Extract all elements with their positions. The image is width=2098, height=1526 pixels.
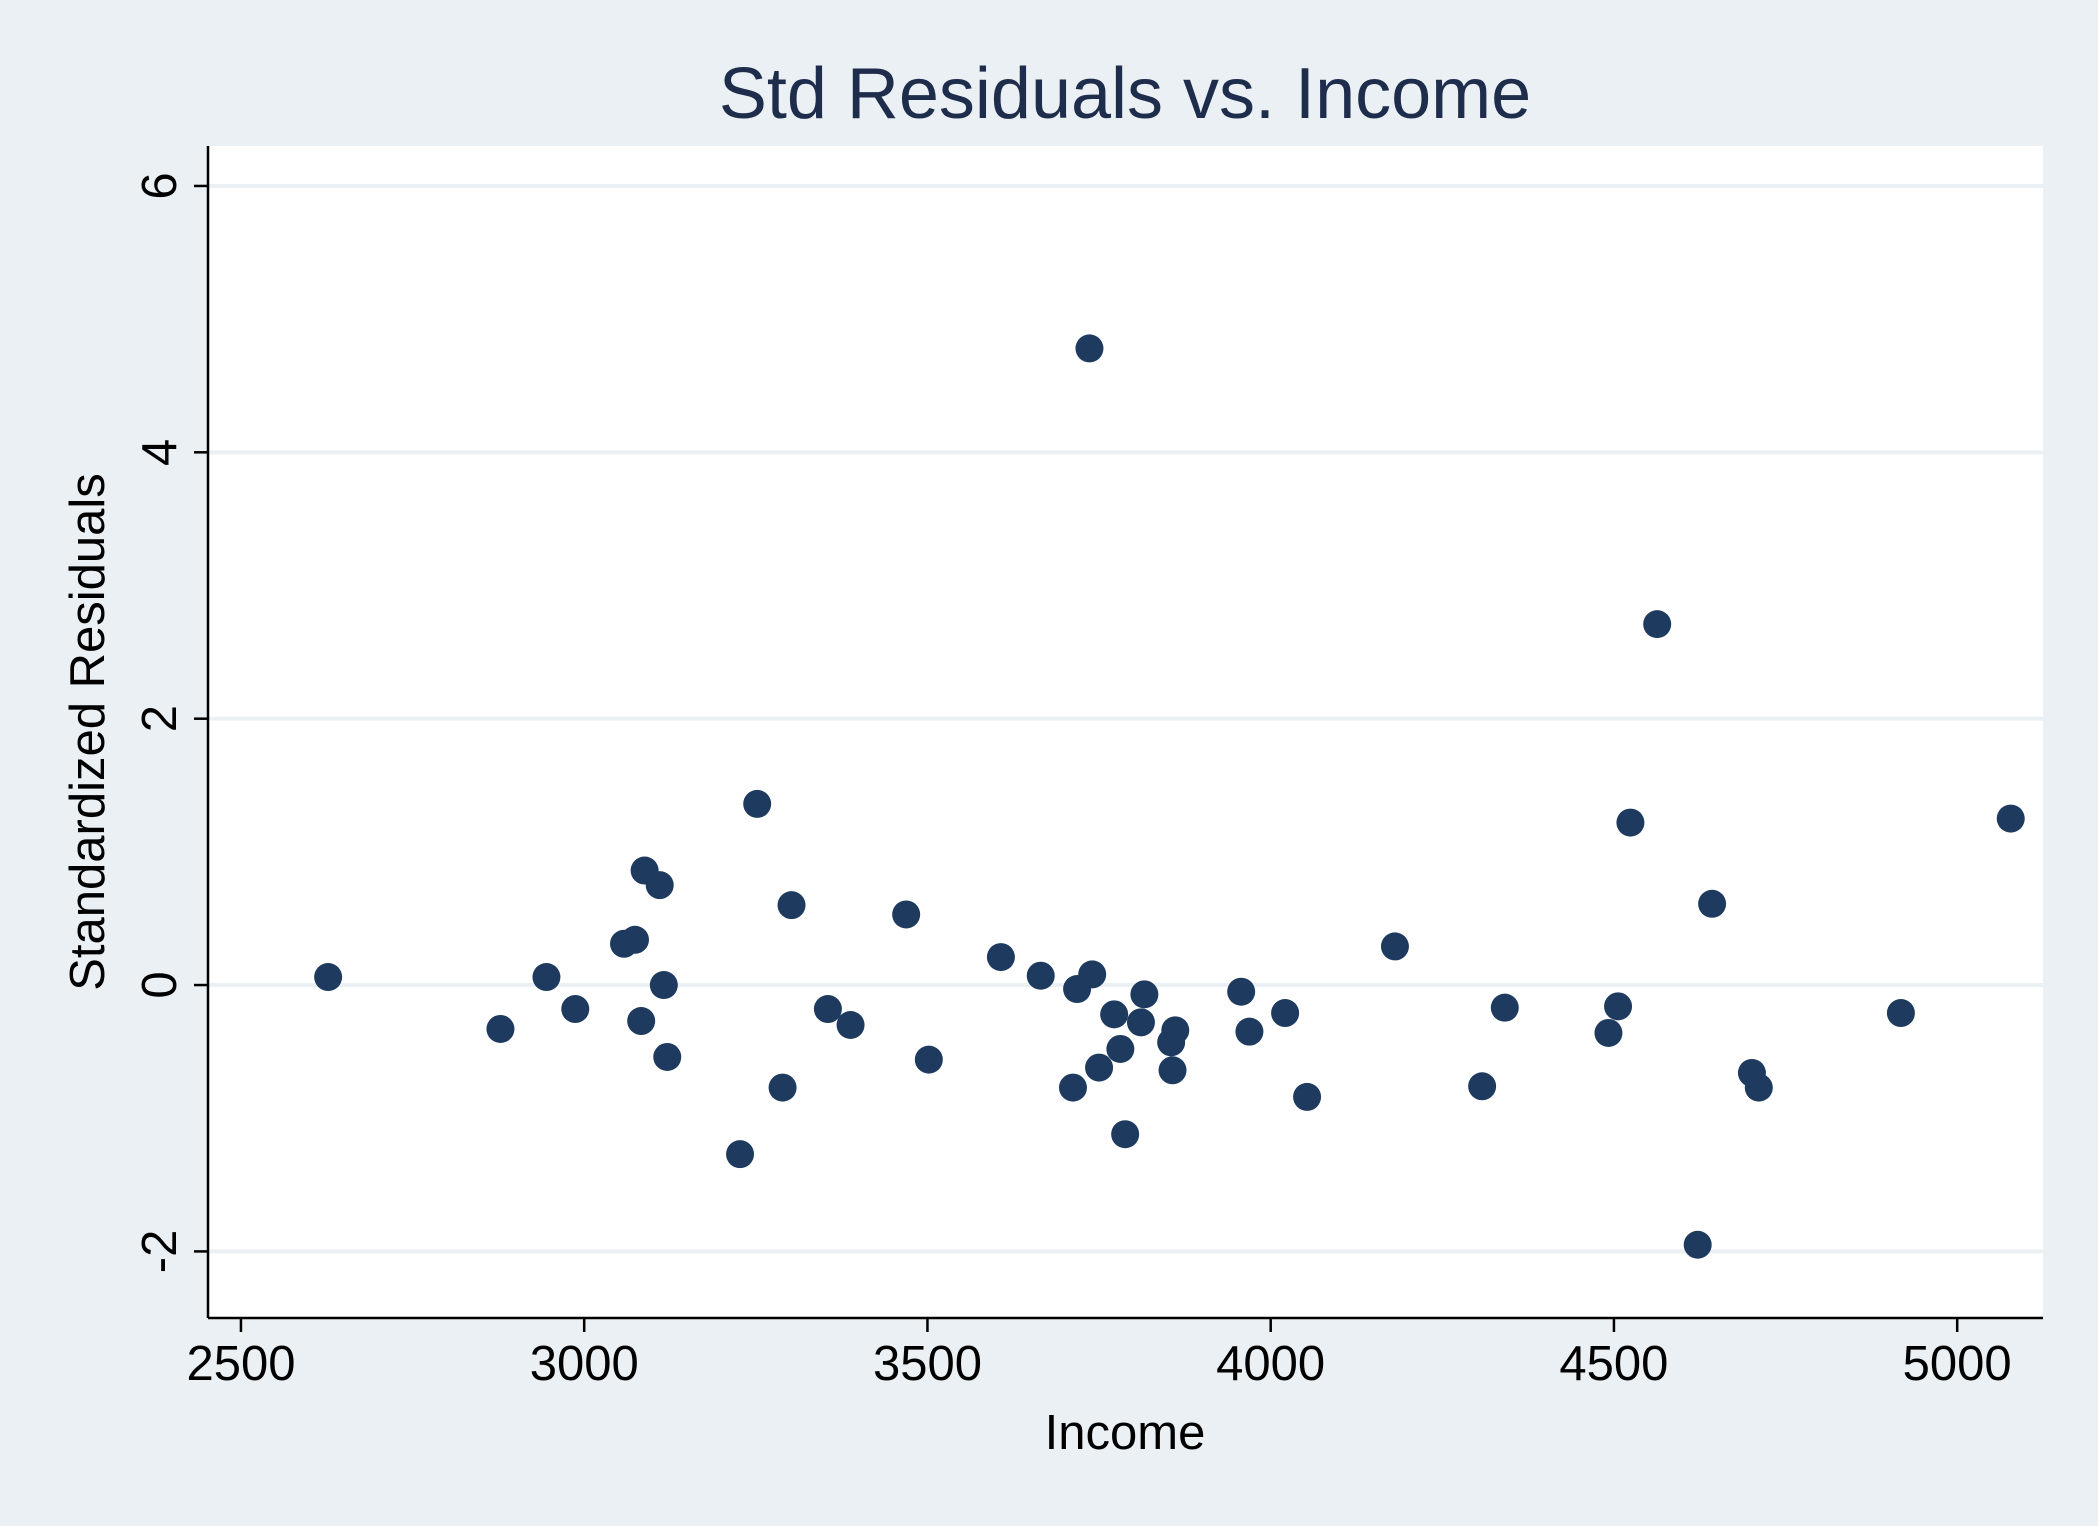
data-point-51 [1996,804,2025,833]
data-point-9 [645,871,674,900]
y-axis-ticks: -2 0 2 4 6 [133,172,208,1273]
x-tick-label-4500: 4500 [1559,1337,1668,1391]
data-point-22 [1058,1073,1087,1102]
data-point-7 [627,1007,656,1036]
data-point-16 [813,995,842,1024]
data-point-26 [1085,1053,1114,1082]
x-tick-label-3500: 3500 [873,1337,982,1391]
data-point-42 [1594,1018,1623,1047]
data-point-38 [1293,1082,1322,1111]
data-point-17 [836,1011,865,1039]
data-point-18 [892,900,921,929]
data-point-2 [486,1014,515,1043]
x-tick-label-2500: 2500 [186,1337,295,1391]
y-axis-label: Standardized Residuals [61,473,115,991]
data-point-43 [1604,992,1633,1021]
data-point-21 [1026,961,1055,990]
data-point-15 [777,891,806,920]
data-point-1 [314,963,343,992]
data-points [314,334,2025,1259]
chart-title: Std Residuals vs. Income [719,54,1531,134]
data-point-36 [1235,1017,1264,1046]
data-point-25 [1078,960,1107,989]
data-point-45 [1643,610,1672,639]
data-point-19 [914,1045,943,1074]
y-tick-label-6: 6 [133,172,187,199]
data-point-12 [726,1140,755,1169]
data-point-35 [1227,977,1256,1006]
data-point-39 [1380,932,1409,961]
data-point-20 [986,943,1015,972]
x-axis-label: Income [1045,1406,1206,1460]
data-point-33 [1158,1056,1187,1085]
y-tick-label-4: 4 [133,439,187,466]
data-point-49 [1744,1073,1773,1102]
data-point-37 [1271,999,1300,1028]
y-tick-label-2: 2 [133,705,187,732]
data-point-6 [620,925,649,954]
data-point-27 [1100,1000,1129,1029]
data-point-44 [1616,808,1645,837]
data-point-11 [653,1042,682,1071]
x-axis-ticks: 2500 3000 3500 4000 4500 5000 [186,1318,2012,1391]
data-point-29 [1111,1120,1140,1149]
data-point-3 [532,963,561,992]
data-point-14 [768,1073,797,1102]
data-point-28 [1106,1034,1135,1063]
x-tick-label-5000: 5000 [1903,1337,2012,1391]
data-point-31 [1130,980,1159,1009]
data-point-50 [1886,999,1915,1028]
x-tick-label-3000: 3000 [530,1337,639,1391]
x-tick-label-4000: 4000 [1216,1337,1325,1391]
data-point-4 [561,995,590,1024]
y-tick-label-0: 0 [133,971,187,998]
data-point-41 [1490,993,1519,1022]
grid-lines [208,183,2043,1254]
data-point-30 [1126,1008,1155,1037]
data-point-47 [1698,889,1727,918]
data-point-34 [1161,1016,1190,1045]
y-tick-label--2: -2 [133,1230,187,1274]
data-point-10 [649,971,678,1000]
data-point-13 [743,789,772,818]
data-point-46 [1683,1230,1712,1259]
data-point-24 [1075,334,1104,363]
data-point-40 [1468,1072,1497,1101]
